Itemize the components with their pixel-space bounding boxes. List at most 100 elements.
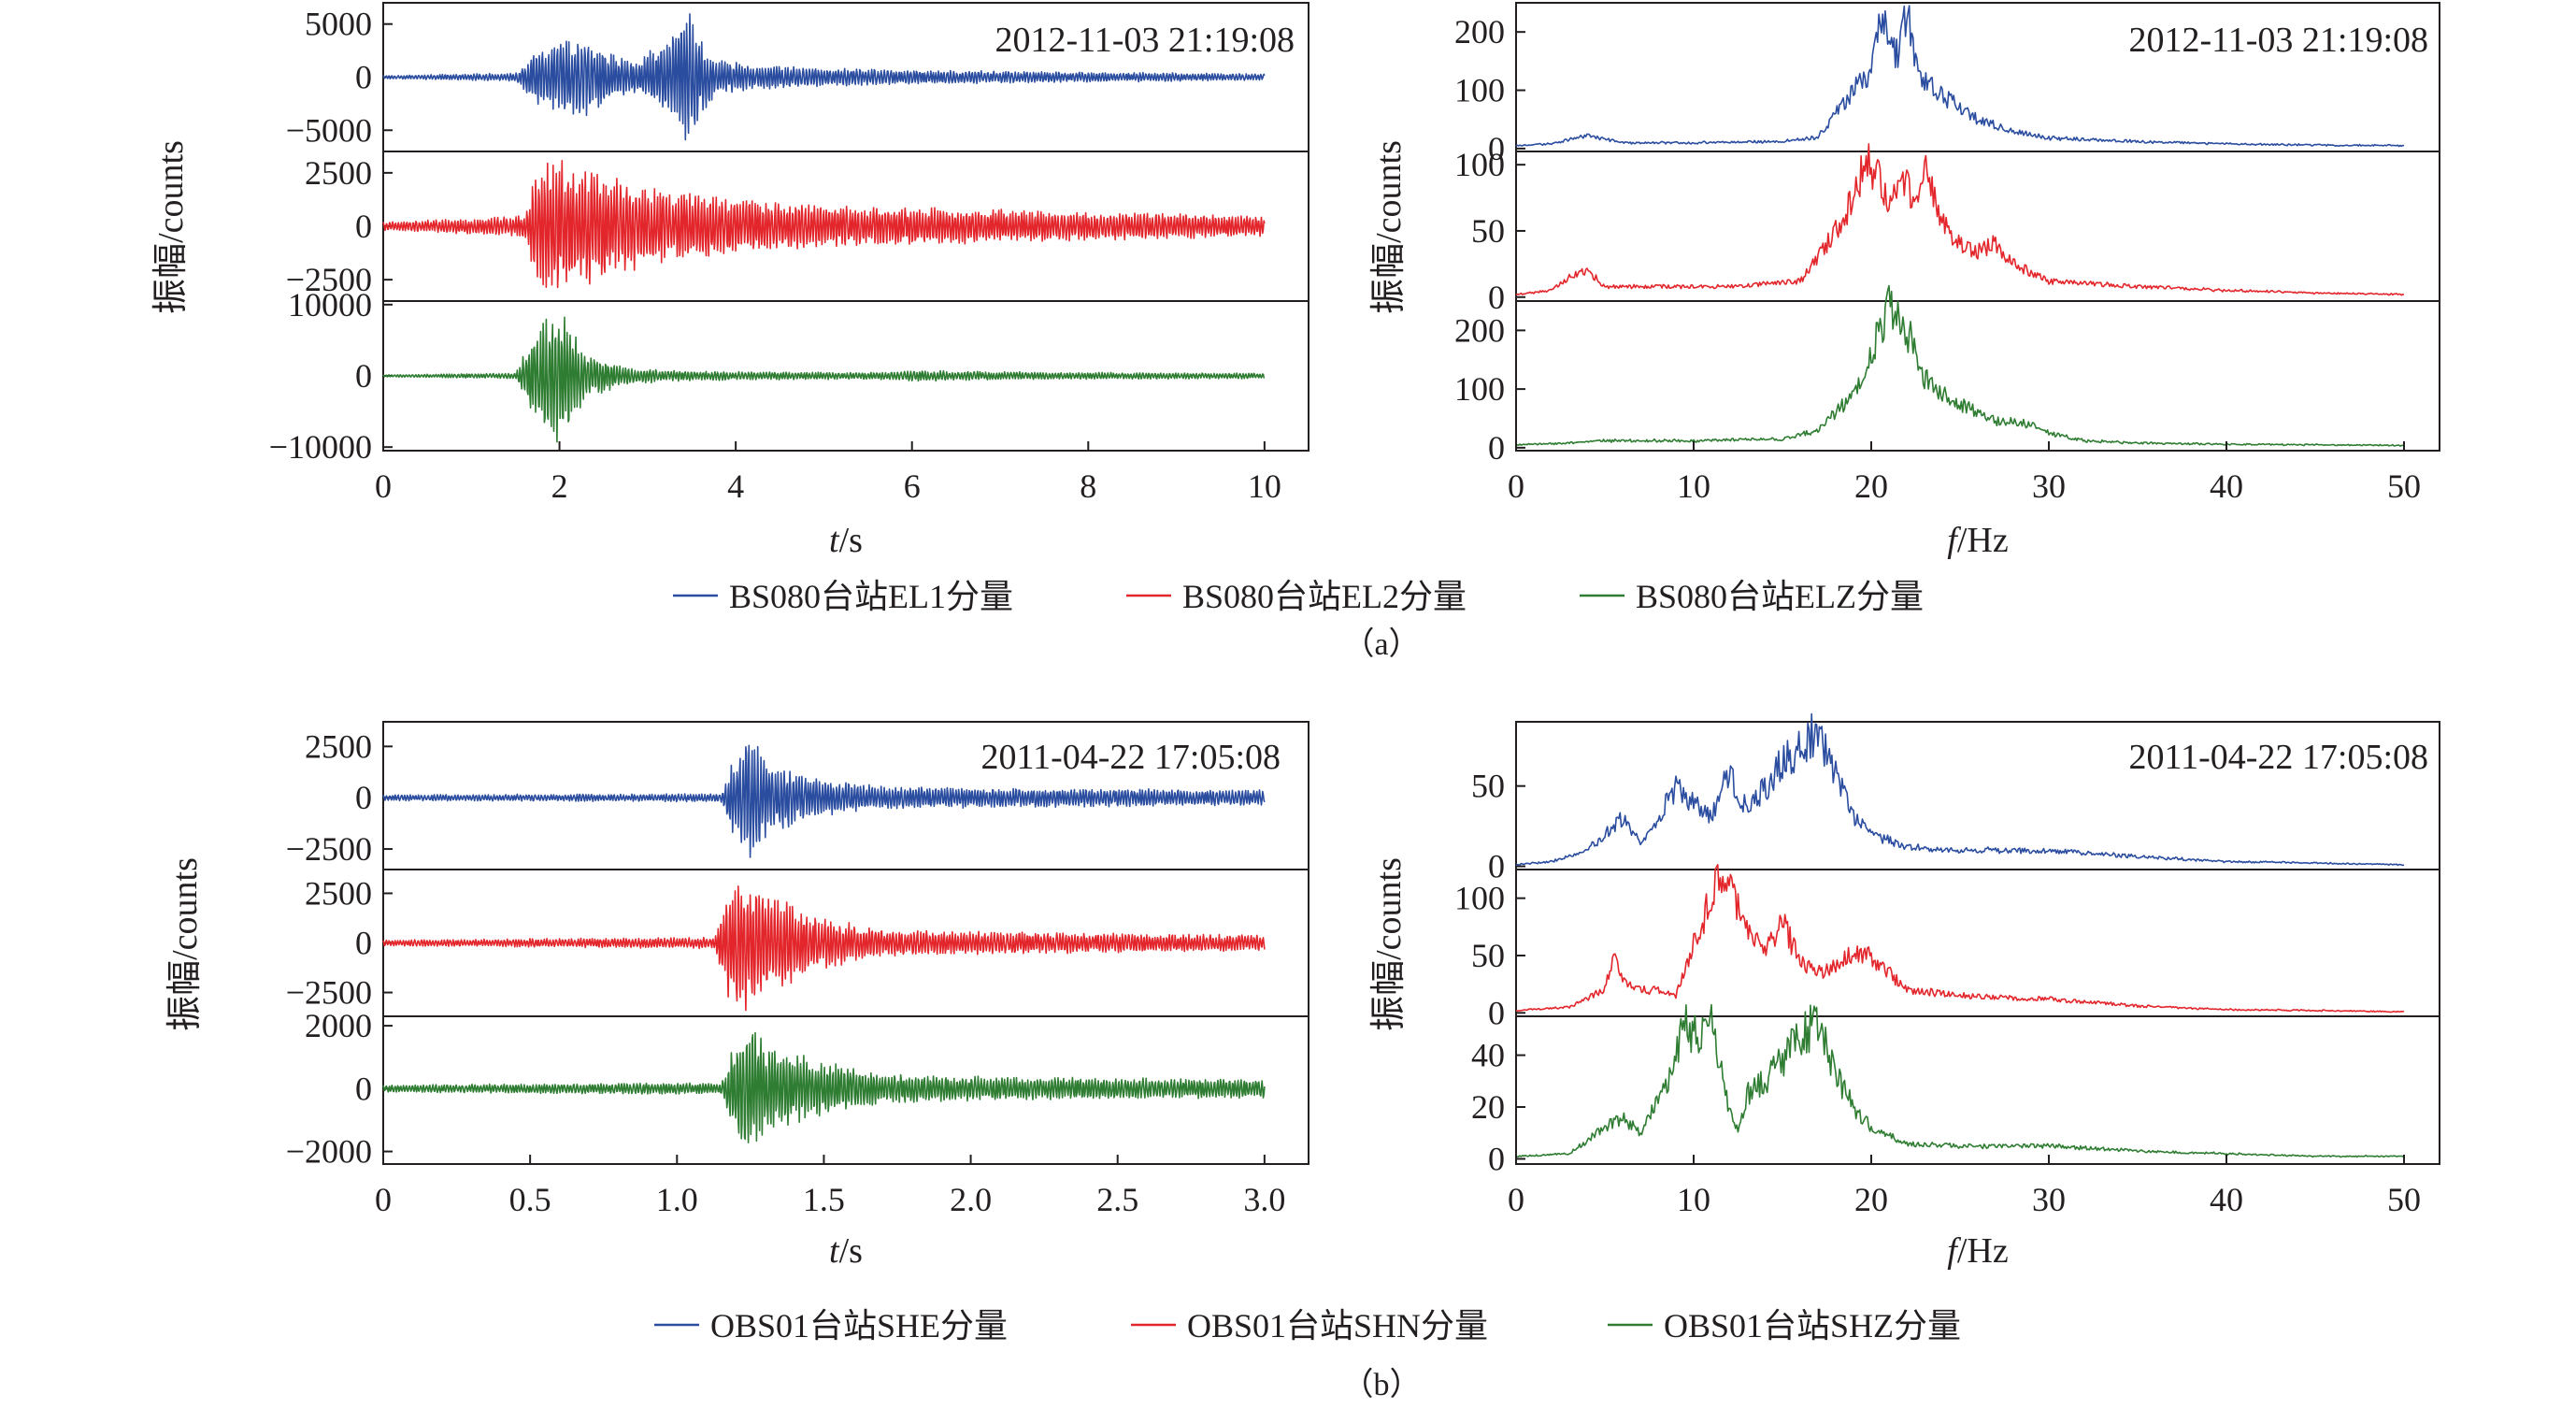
panel-frame: [1515, 1015, 2440, 1165]
panel-a-freq-2: 100 50 0: [1454, 143, 2440, 316]
series-line: [382, 744, 1266, 858]
y-tick-label: 200: [1454, 311, 1505, 349]
x-tick-label: 10: [1677, 467, 1710, 505]
x-tick-label: 20: [1854, 467, 1888, 505]
series-line: [382, 316, 1266, 443]
legend-label: BS080台站EL1分量: [729, 578, 1013, 615]
x-tick-label: 40: [2210, 1181, 2243, 1218]
series-line: [382, 885, 1266, 1012]
series-line: [1515, 5, 2405, 148]
y-tick-label: 0: [1488, 429, 1505, 467]
y-tick-label: −10000: [269, 428, 372, 466]
legend-label: BS080台站ELZ分量: [1636, 578, 1924, 615]
y-tick-label: 200: [1454, 13, 1505, 50]
y-tick-label: 0: [355, 208, 372, 245]
panel-frame: [1515, 300, 2440, 452]
x-tick-label: 0: [375, 467, 392, 505]
panel-a-freq-1: 200 100 0: [1454, 2, 2440, 167]
y-axis-label: 振幅/counts: [1369, 857, 1409, 1031]
x-tick-label: 2.0: [950, 1181, 992, 1218]
panel-b-freq-1: 50 0: [1471, 712, 2440, 885]
y-tick-label: 40: [1471, 1037, 1505, 1074]
x-tick-label: 1.0: [656, 1181, 698, 1218]
series-line: [1515, 712, 2405, 867]
y-axis-label: 振幅/counts: [151, 140, 191, 314]
chart-timestamp: 2011-04-22 17:05:08: [980, 738, 1281, 777]
x-tick-label: 40: [2210, 467, 2243, 505]
x-tick-label: 3.0: [1243, 1181, 1285, 1218]
y-tick-label: 50: [1471, 768, 1505, 805]
y-axis-label: 振幅/counts: [1369, 140, 1409, 314]
y-tick-label: 0: [355, 1070, 372, 1107]
chart-timestamp: 2012-11-03 21:19:08: [995, 21, 1295, 60]
panel-b-freq-2: 100 50 0: [1454, 864, 2440, 1031]
series-line: [382, 13, 1266, 141]
x-tick-label: 4: [727, 467, 744, 505]
legend-label: OBS01台站SHE分量: [710, 1307, 1008, 1344]
series-line: [1515, 864, 2405, 1014]
y-tick-label: 0: [1488, 279, 1505, 316]
y-tick-label: 100: [1454, 370, 1505, 408]
chart-timestamp: 2011-04-22 17:05:08: [2128, 738, 2428, 777]
series-line: [382, 160, 1266, 289]
x-tick-label: 10: [1677, 1181, 1710, 1218]
y-tick-label: 20: [1471, 1088, 1505, 1126]
y-tick-label: 100: [1454, 880, 1505, 917]
x-axis-label: t/s: [829, 521, 863, 560]
x-tick-label: 2.5: [1096, 1181, 1138, 1218]
y-tick-label: 0: [355, 925, 372, 962]
panel-a-freq-3: 200 100 0: [1454, 284, 2440, 467]
series-line: [1515, 143, 2405, 296]
x-tick-label: 50: [2387, 467, 2421, 505]
y-tick-label: 2000: [305, 1007, 372, 1044]
x-tick-label: 0: [375, 1181, 392, 1218]
y-tick-label: 2500: [305, 154, 372, 192]
y-tick-label: 0: [1488, 1140, 1505, 1177]
y-tick-label: 2500: [305, 727, 372, 765]
y-tick-label: 5000: [305, 6, 372, 43]
x-tick-label: 8: [1080, 467, 1096, 505]
y-tick-label: 50: [1471, 937, 1505, 974]
y-tick-label: 100: [1454, 72, 1505, 109]
y-tick-label: −2500: [286, 261, 372, 298]
y-tick-label: 50: [1471, 212, 1505, 250]
x-tick-label: 30: [2032, 467, 2066, 505]
series-line: [1515, 284, 2405, 447]
panel-a-time-3: 10000 0 −10000: [269, 286, 1309, 466]
legend-b: OBS01台站SHE分量 OBS01台站SHN分量 OBS01台站SHZ分量: [654, 1307, 1961, 1344]
x-tick-label: 20: [1854, 1181, 1888, 1218]
x-tick-label: 0.5: [509, 1181, 551, 1218]
x-tick-label: 50: [2387, 1181, 2421, 1218]
y-tick-label: 0: [355, 779, 372, 816]
panel-b-time-2: 2500 0 −2500: [286, 869, 1309, 1017]
legend-a: BS080台站EL1分量 BS080台站EL2分量 BS080台站ELZ分量: [673, 578, 1924, 615]
y-tick-label: 0: [355, 59, 372, 96]
y-tick-label: −2500: [286, 830, 372, 868]
series-line: [1515, 1003, 2405, 1158]
legend-label: OBS01台站SHN分量: [1187, 1307, 1488, 1344]
x-tick-label: 0: [1508, 1181, 1524, 1218]
y-tick-label: 10000: [288, 286, 372, 323]
panel-b-time-3: 2000 0 −2000: [286, 1007, 1309, 1171]
y-tick-label: 100: [1454, 146, 1505, 183]
y-tick-label: −2500: [286, 974, 372, 1012]
panel-b-freq-3: 40 20 0: [1471, 1003, 2440, 1177]
x-tick-label: 6: [904, 467, 921, 505]
x-tick-label: 2: [551, 467, 568, 505]
figure-a-label: （a）: [1342, 626, 1420, 662]
series-line: [382, 1031, 1266, 1143]
y-tick-label: 2500: [305, 874, 372, 912]
y-tick-label: −5000: [286, 111, 372, 149]
figure-b-label: （b）: [1342, 1367, 1422, 1402]
x-axis-label: f/Hz: [1947, 521, 2008, 560]
y-tick-label: −2000: [286, 1133, 372, 1171]
panel-a-time-2: 2500 0 −2500: [286, 151, 1309, 302]
x-axis-label: t/s: [829, 1231, 863, 1271]
y-tick-label: 0: [355, 357, 372, 395]
